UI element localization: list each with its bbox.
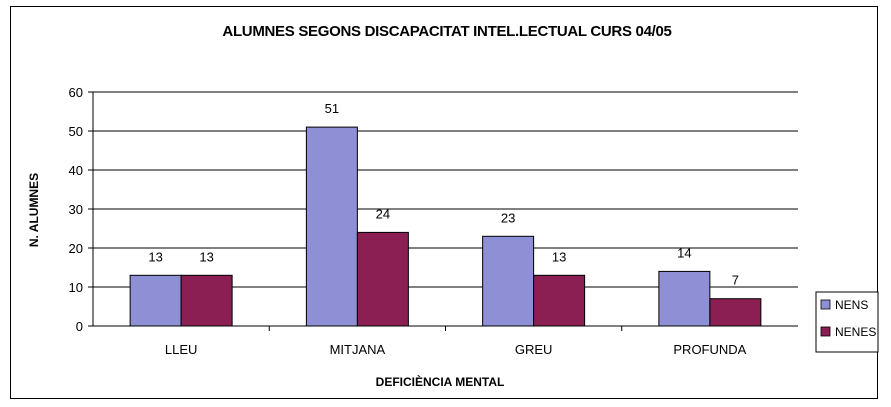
- y-tick-label: 50: [69, 124, 83, 139]
- category-label: MITJANA: [330, 342, 386, 357]
- bar-nenes-lleu: [180, 274, 233, 327]
- x-axis-title: DEFICIÈNCIA MENTAL: [376, 374, 505, 389]
- legend-label: NENS: [835, 298, 868, 312]
- bars: 13 13 51 24 23 13 14 7: [129, 101, 762, 327]
- chart-title: ALUMNES SEGONS DISCAPACITAT INTEL.LECTUA…: [222, 23, 671, 40]
- category-label: PROFUNDA: [673, 342, 746, 357]
- bar-nens-profunda: [658, 270, 711, 327]
- y-tick-label: 0: [76, 319, 83, 334]
- bar-nens-greu: [482, 235, 535, 327]
- y-axis-title: N. ALUMNES: [27, 173, 41, 247]
- legend-swatch-nenes: [820, 326, 831, 337]
- y-tick-label: 30: [69, 202, 83, 217]
- y-tick-label: 40: [69, 163, 83, 178]
- data-label: 13: [148, 249, 162, 264]
- data-label: 24: [376, 206, 390, 221]
- bar-nens-lleu: [129, 274, 182, 327]
- y-tick-label: 60: [69, 85, 83, 100]
- data-label: 23: [501, 210, 515, 225]
- data-label: 51: [325, 101, 339, 116]
- legend-label: NENES: [835, 325, 876, 339]
- bar-nenes-profunda: [709, 298, 762, 327]
- legend-swatch-nens: [820, 299, 831, 310]
- bar-nens-mitjana: [305, 126, 358, 327]
- category-label: GREU: [515, 342, 553, 357]
- data-label: 13: [552, 249, 566, 264]
- y-tick-label: 20: [69, 241, 83, 256]
- data-label: 14: [677, 245, 691, 260]
- y-tick-label: 10: [69, 280, 83, 295]
- chart-frame: [10, 6, 878, 399]
- axes: 0 10 20 30 40 50 60 LLEU MITJANA GREU PROFUNDA: [69, 85, 798, 357]
- bar-nenes-mitjana: [356, 231, 409, 327]
- legend: NENS NENES: [815, 291, 879, 353]
- data-label: 13: [199, 249, 213, 264]
- bar-nenes-greu: [533, 274, 586, 327]
- category-label: LLEU: [165, 342, 198, 357]
- data-label: 7: [732, 273, 739, 288]
